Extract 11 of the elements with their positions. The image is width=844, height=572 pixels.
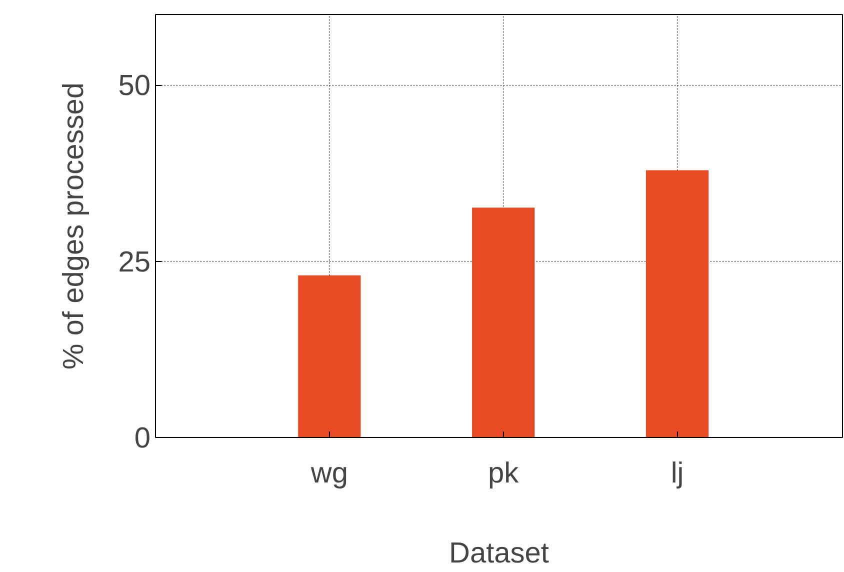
x-tick-label: lj [670, 458, 684, 490]
y-tick-label: 50 [118, 70, 151, 102]
bar [298, 275, 361, 438]
bar [646, 170, 709, 438]
y-axis-title: % of edges processed [58, 82, 90, 370]
x-tick-label: pk [488, 458, 520, 490]
bar [472, 208, 535, 438]
x-tick-label: wg [310, 458, 348, 490]
x-axis-title: Dataset [449, 538, 549, 570]
y-tick-label: 0 [134, 422, 151, 454]
y-tick-label: 25 [118, 246, 151, 278]
